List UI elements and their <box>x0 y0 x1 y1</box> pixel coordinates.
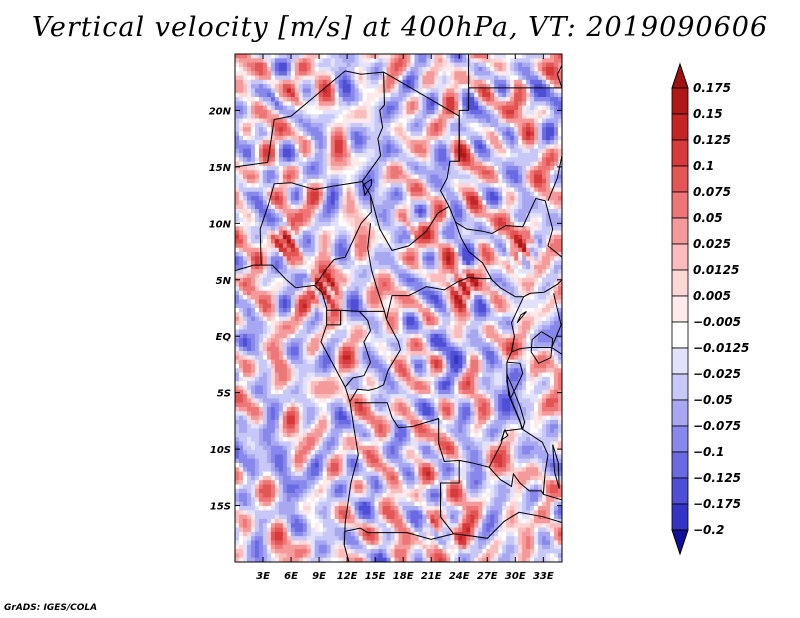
boundary-line <box>459 428 549 495</box>
colorbar-max-arrow <box>671 62 689 89</box>
boundary-line <box>367 223 491 320</box>
boundary-line <box>344 527 472 540</box>
colorbar-label: 0.125 <box>693 133 731 147</box>
colorbar-label: 0.005 <box>693 289 731 303</box>
colorbar-label: −0.2 <box>693 523 724 537</box>
lake-outline <box>500 428 509 442</box>
boundary-line <box>471 511 562 539</box>
vertical-velocity-field <box>235 54 562 562</box>
colorbar-label: 0.175 <box>693 81 731 95</box>
boundary-line <box>551 293 562 348</box>
colorbar-label: −0.005 <box>693 315 741 329</box>
lat-tick-label: 10N <box>209 219 232 230</box>
colorbar-box <box>671 243 689 271</box>
plot-frame <box>234 53 563 563</box>
grads-credit: GrADS: IGES/COLA <box>4 603 98 613</box>
boundary-line <box>510 336 562 355</box>
boundary-line <box>235 264 359 562</box>
colorbar-box <box>671 217 689 245</box>
lon-tick-label: 30E <box>505 571 526 582</box>
colorbar-box <box>671 451 689 479</box>
colorbar-box <box>671 347 689 375</box>
colorbar-box <box>671 139 689 167</box>
boundary-line <box>556 65 562 89</box>
latitude-axis: 20N 15N 10N 5N EQ 5S 10S 15S <box>209 106 562 513</box>
lon-tick-label: 12E <box>337 571 358 582</box>
colorbar-label: −0.05 <box>693 393 733 407</box>
boundary-line <box>488 466 562 501</box>
colorbar-box <box>671 425 689 453</box>
lake-outline <box>530 331 554 364</box>
colorbar-label: 0.025 <box>693 237 731 251</box>
boundary-line <box>344 311 372 388</box>
colorbar-min-arrow <box>671 529 689 556</box>
colorbar-label: −0.175 <box>693 497 741 511</box>
lake-outline <box>506 374 526 431</box>
colorbar-label: 0.075 <box>693 185 731 199</box>
boundary-line <box>547 155 562 201</box>
lake-outline <box>552 444 560 489</box>
lon-tick-label: 33E <box>533 571 554 582</box>
colorbar-label: −0.075 <box>693 419 741 433</box>
colorbar-label: 0.05 <box>693 211 723 225</box>
lon-tick-label: 24E <box>449 571 470 582</box>
map-title: Vertical velocity [m/s] at 400hPa, VT: 2… <box>31 12 769 43</box>
colorbar-label: 0.0125 <box>693 263 739 277</box>
lat-tick-label: EQ <box>216 332 232 343</box>
lat-tick-label: 5N <box>216 276 232 287</box>
colorbar-label: −0.125 <box>693 471 741 485</box>
colorbar-box <box>671 87 689 115</box>
colorbar-box <box>671 321 689 349</box>
colorbar-box <box>671 477 689 505</box>
lat-tick-label: 15S <box>210 502 231 513</box>
colorbar-box <box>671 191 689 219</box>
colorbar-label: 0.15 <box>693 107 723 121</box>
boundary-line <box>455 197 562 258</box>
boundary-line <box>326 310 342 326</box>
country-boundaries <box>235 54 562 562</box>
colorbar-box <box>671 113 689 141</box>
boundary-line <box>383 71 460 162</box>
lat-tick-label: 20N <box>209 106 232 117</box>
lon-tick-label: 6E <box>284 571 298 582</box>
lon-tick-label: 27E <box>477 571 498 582</box>
boundary-line <box>370 194 450 251</box>
lon-tick-label: 18E <box>393 571 414 582</box>
colorbar-label: 0.1 <box>693 159 714 173</box>
lon-tick-label: 21E <box>421 571 442 582</box>
colorbar-box <box>671 269 689 297</box>
lon-tick-label: 9E <box>312 571 326 582</box>
boundary-line <box>354 402 460 535</box>
colorbar-label: −0.0125 <box>693 341 749 355</box>
colorbar: 0.175 0.15 0.125 0.1 0.075 0.05 0.025 0.0125 0.0… <box>671 62 749 556</box>
lon-tick-label: 15E <box>365 571 386 582</box>
colorbar-label: −0.025 <box>693 367 741 381</box>
colorbar-box <box>671 165 689 193</box>
colorbar-box <box>671 399 689 427</box>
longitude-axis: 3E 6E 9E 12E 15E 18E 21E 24E 27E 30E 33E <box>256 54 554 582</box>
lon-tick-label: 3E <box>256 571 270 582</box>
lake-outline <box>516 310 527 324</box>
lake-outline <box>362 178 372 197</box>
colorbar-box <box>671 503 689 531</box>
boundary-line <box>506 361 524 399</box>
boundary-line <box>439 87 562 298</box>
colorbar-label: −0.1 <box>693 445 724 459</box>
lat-tick-label: 5S <box>217 389 231 400</box>
boundary-line <box>349 319 401 402</box>
lat-tick-label: 15N <box>209 163 232 174</box>
lat-tick-label: 10S <box>210 445 231 456</box>
colorbar-box <box>671 295 689 323</box>
colorbar-box <box>671 373 689 401</box>
